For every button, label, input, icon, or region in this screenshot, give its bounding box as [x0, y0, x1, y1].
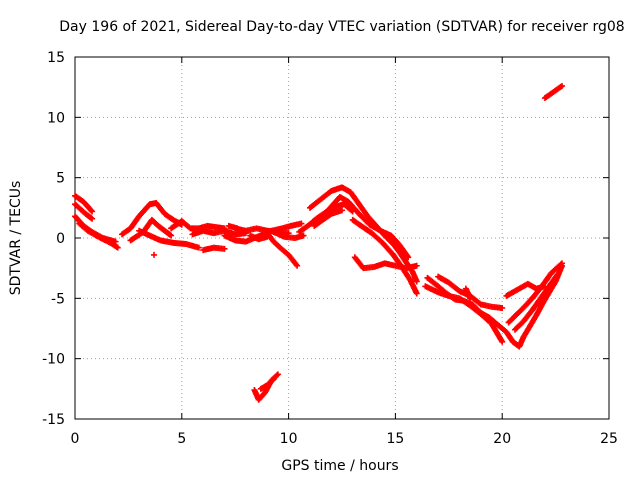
data-point-marker [467, 295, 474, 302]
data-point-marker [269, 377, 276, 384]
data-point-marker [89, 215, 96, 222]
data-point-marker [499, 304, 506, 311]
x-tick-label: 10 [280, 431, 298, 447]
data-point-marker [339, 207, 345, 214]
x-tick-label: 20 [493, 431, 511, 447]
y-tick-label: 10 [47, 110, 65, 126]
data-point-marker [413, 262, 420, 269]
data-point-marker [499, 338, 506, 345]
data-point-marker [88, 214, 95, 221]
data-points [72, 82, 566, 403]
data-point-marker [559, 260, 566, 267]
data-point-marker [298, 220, 305, 227]
x-tick-label: 15 [386, 431, 404, 447]
x-tick-label: 0 [71, 431, 80, 447]
data-point-marker [405, 254, 412, 261]
data-point-marker [167, 231, 174, 238]
axis-ticks: 0 5 10 15 20 25 -15 -10 -5 0 5 10 15 [42, 50, 618, 447]
y-tick-label: -15 [42, 412, 65, 428]
data-point-marker [113, 243, 120, 250]
data-point-marker [114, 244, 121, 251]
data-point-marker [554, 271, 561, 278]
x-tick-label: 5 [177, 431, 186, 447]
data-point-marker [300, 232, 307, 239]
chart-title: Day 196 of 2021, Sidereal Day-to-day VTE… [59, 19, 624, 35]
data-point-marker [294, 262, 301, 269]
y-tick-label: -5 [51, 291, 65, 307]
data-point-marker [89, 208, 96, 215]
data-point-marker [273, 372, 280, 379]
data-point-marker [195, 244, 202, 251]
data-point-marker [413, 278, 420, 285]
x-axis-label: GPS time / hours [281, 458, 398, 474]
x-tick-label: 25 [600, 431, 618, 447]
data-point-marker [274, 371, 281, 378]
data-point-marker [151, 251, 158, 258]
y-tick-label: 5 [56, 171, 65, 187]
data-point-marker [270, 376, 277, 383]
data-point-marker [557, 261, 564, 268]
y-tick-label: 15 [47, 50, 65, 66]
data-point-marker [221, 245, 228, 252]
y-axis-label: SDTVAR / TECUs [8, 181, 24, 296]
data-point-marker [413, 290, 420, 297]
data-point-marker [88, 207, 95, 214]
data-point-marker [168, 232, 175, 239]
y-tick-label: 0 [56, 231, 65, 247]
y-tick-label: -10 [42, 352, 65, 368]
data-point-marker [559, 82, 566, 89]
